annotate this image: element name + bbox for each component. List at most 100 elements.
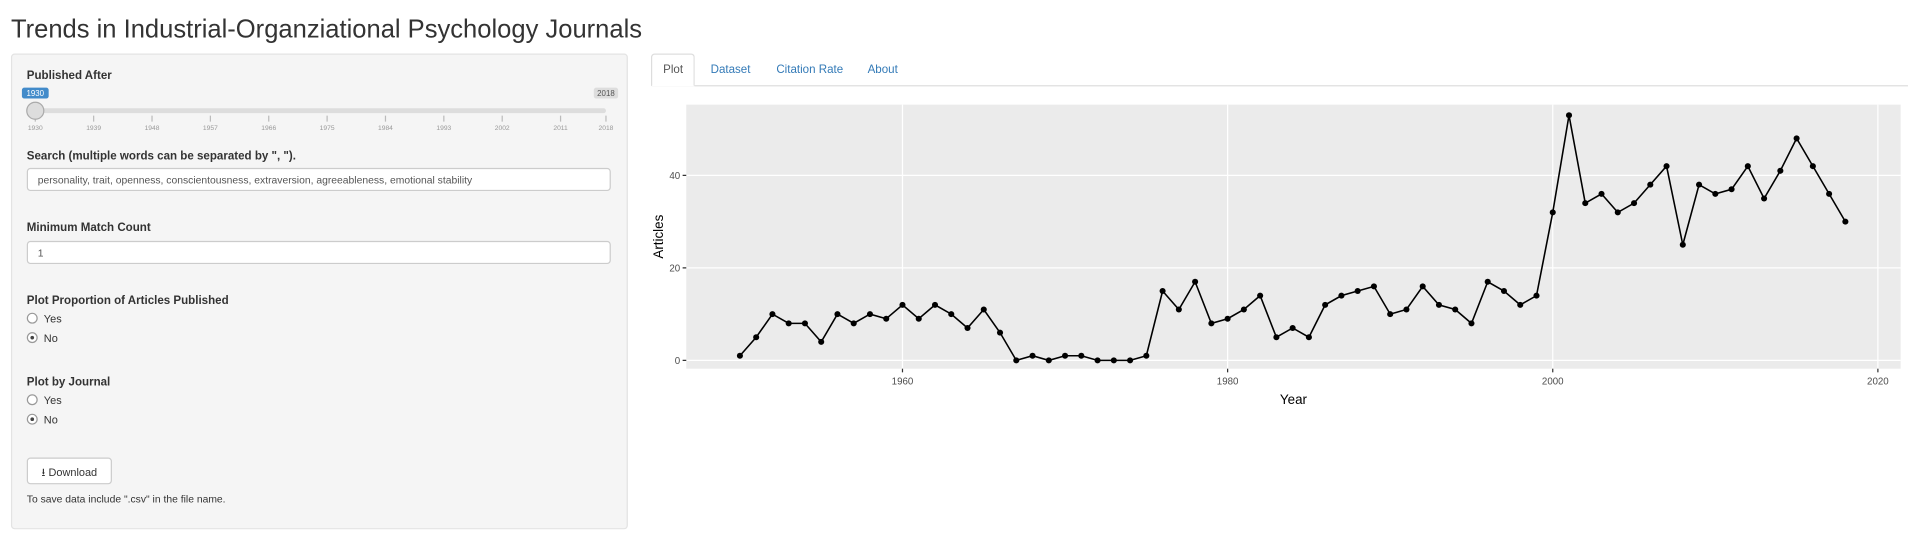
data-point xyxy=(834,311,841,318)
radio-label: No xyxy=(43,413,58,426)
data-point xyxy=(1549,209,1556,216)
data-point xyxy=(1468,320,1475,327)
data-point xyxy=(1322,301,1329,308)
tab-rule xyxy=(652,85,1908,87)
radio-label: Yes xyxy=(43,312,62,325)
data-point xyxy=(1435,301,1442,308)
slider-tick-label: 2018 xyxy=(599,125,614,132)
data-point xyxy=(948,311,955,318)
data-point xyxy=(866,311,874,318)
slider-tick-label: 1966 xyxy=(261,125,276,132)
data-point xyxy=(1338,292,1345,299)
radio-circle[interactable] xyxy=(26,332,38,344)
y-tick-label: 20 xyxy=(669,264,680,275)
data-point xyxy=(1159,287,1166,295)
data-point xyxy=(1240,306,1247,313)
data-point xyxy=(1793,135,1800,142)
slider-tick-label: 1975 xyxy=(320,125,335,132)
download-button[interactable]: ⭳ Download xyxy=(26,457,112,485)
y-axis-label: Articles xyxy=(651,214,666,258)
radio-option[interactable]: Yes xyxy=(26,312,62,325)
slider-tick-label: 1957 xyxy=(203,125,218,132)
data-point xyxy=(1565,112,1573,119)
data-point xyxy=(996,329,1004,336)
slider-tick-label: 1939 xyxy=(86,125,101,132)
data-point xyxy=(1403,306,1410,313)
min-count-label: Minimum Match Count xyxy=(26,221,151,235)
data-point xyxy=(1257,292,1264,299)
radio-label: Yes xyxy=(43,394,62,407)
data-point xyxy=(1273,334,1280,341)
data-point xyxy=(1094,357,1101,364)
data-point xyxy=(1630,200,1638,207)
data-point xyxy=(1289,324,1296,332)
search-input[interactable]: personality, trait, openness, consciento… xyxy=(26,167,611,192)
data-point xyxy=(1208,320,1215,327)
x-tick-label: 1960 xyxy=(892,377,914,388)
data-point xyxy=(931,301,939,308)
data-point xyxy=(753,334,760,341)
data-point xyxy=(964,324,971,332)
data-point xyxy=(1533,292,1540,299)
y-tick-label: 40 xyxy=(669,171,680,182)
data-point xyxy=(785,320,792,327)
data-point xyxy=(818,338,825,345)
year-slider[interactable]: 1930 1939 1948 1957 1966 1975 1984 1993 2002 2011… xyxy=(18,85,620,136)
proportion-label: Plot Proportion of Articles Published xyxy=(26,294,229,308)
data-point xyxy=(1679,241,1686,248)
data-point xyxy=(1045,357,1052,364)
chart: 1960 1980 2000 2020 0 20 40 Year Articles xyxy=(651,104,1901,407)
slider-max: 2018 xyxy=(597,89,615,98)
active-tab-box[interactable] xyxy=(650,53,695,87)
slider-tick-label: 1993 xyxy=(436,125,451,132)
plot-panel xyxy=(686,104,1901,369)
data-point xyxy=(1663,163,1670,170)
data-point xyxy=(1647,181,1654,188)
data-point xyxy=(1696,181,1703,188)
slider-handle[interactable] xyxy=(26,101,45,120)
data-point xyxy=(1598,190,1605,197)
data-point xyxy=(850,320,857,327)
data-point xyxy=(1614,209,1621,216)
data-point xyxy=(1192,278,1199,285)
tab[interactable]: About xyxy=(867,63,898,77)
slider-tick-label: 1984 xyxy=(378,125,393,132)
slider-tick-label: 2011 xyxy=(553,125,568,132)
tab[interactable]: Citation Rate xyxy=(776,63,844,77)
data-point xyxy=(1484,278,1491,285)
data-point xyxy=(1175,306,1182,313)
data-point xyxy=(1809,163,1816,170)
slider-value: 1930 xyxy=(27,89,45,98)
data-point xyxy=(1029,352,1036,359)
min-count-input[interactable]: 1 xyxy=(26,240,611,265)
search-label: Search (multiple words can be separated … xyxy=(26,149,296,164)
data-point xyxy=(1582,200,1589,207)
data-point xyxy=(1078,352,1085,359)
data-point xyxy=(1842,218,1849,225)
data-point xyxy=(1728,186,1735,193)
radio-circle[interactable] xyxy=(26,413,38,425)
data-point xyxy=(1761,195,1768,202)
radio-circle[interactable] xyxy=(26,312,38,324)
tab[interactable]: Dataset xyxy=(710,63,751,77)
data-point xyxy=(1013,357,1020,364)
x-tick-label: 2000 xyxy=(1542,377,1564,388)
data-point xyxy=(769,311,776,318)
slider-tick-label: 1930 xyxy=(28,125,43,132)
download-text: Download xyxy=(48,466,98,479)
data-point xyxy=(1143,352,1150,359)
data-point xyxy=(736,352,743,359)
tab[interactable]: Plot xyxy=(663,63,684,77)
data-point xyxy=(1110,357,1117,364)
slider-max-pill xyxy=(593,87,619,99)
radio-circle[interactable] xyxy=(26,394,38,406)
radio-option[interactable]: No xyxy=(26,332,58,344)
radio-option[interactable]: No xyxy=(26,413,58,426)
slider-label: Published After xyxy=(26,69,112,83)
radio-option[interactable]: Yes xyxy=(26,394,62,407)
data-point xyxy=(1305,334,1312,341)
slider-tick-label: 1948 xyxy=(145,125,160,132)
data-point xyxy=(1712,190,1719,197)
data-point xyxy=(1354,287,1361,295)
data-point xyxy=(915,315,922,322)
